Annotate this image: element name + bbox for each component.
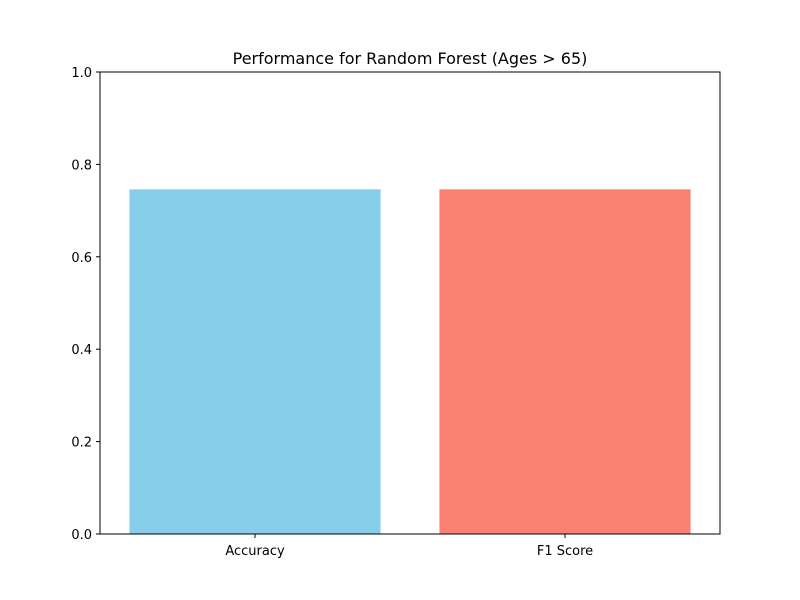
- y-tick-label: 1.0: [71, 66, 92, 81]
- x-axis: Accuracy F1 Score: [225, 534, 593, 559]
- bar-f1-score: [439, 189, 691, 534]
- y-axis: 0.0 0.2 0.4 0.6 0.8 1.0: [71, 66, 100, 543]
- x-tick-label: F1 Score: [537, 544, 593, 559]
- bars-group: [129, 189, 691, 534]
- y-tick-label: 0.6: [71, 251, 92, 266]
- y-tick-label: 0.4: [71, 343, 92, 358]
- x-tick-label: Accuracy: [225, 544, 285, 559]
- bar-accuracy: [129, 189, 381, 534]
- y-tick-label: 0.0: [71, 528, 92, 543]
- y-tick-label: 0.2: [71, 436, 92, 451]
- chart-title: Performance for Random Forest (Ages > 65…: [233, 49, 588, 68]
- plot-frame: [99, 71, 721, 535]
- y-tick-label: 0.8: [71, 158, 92, 173]
